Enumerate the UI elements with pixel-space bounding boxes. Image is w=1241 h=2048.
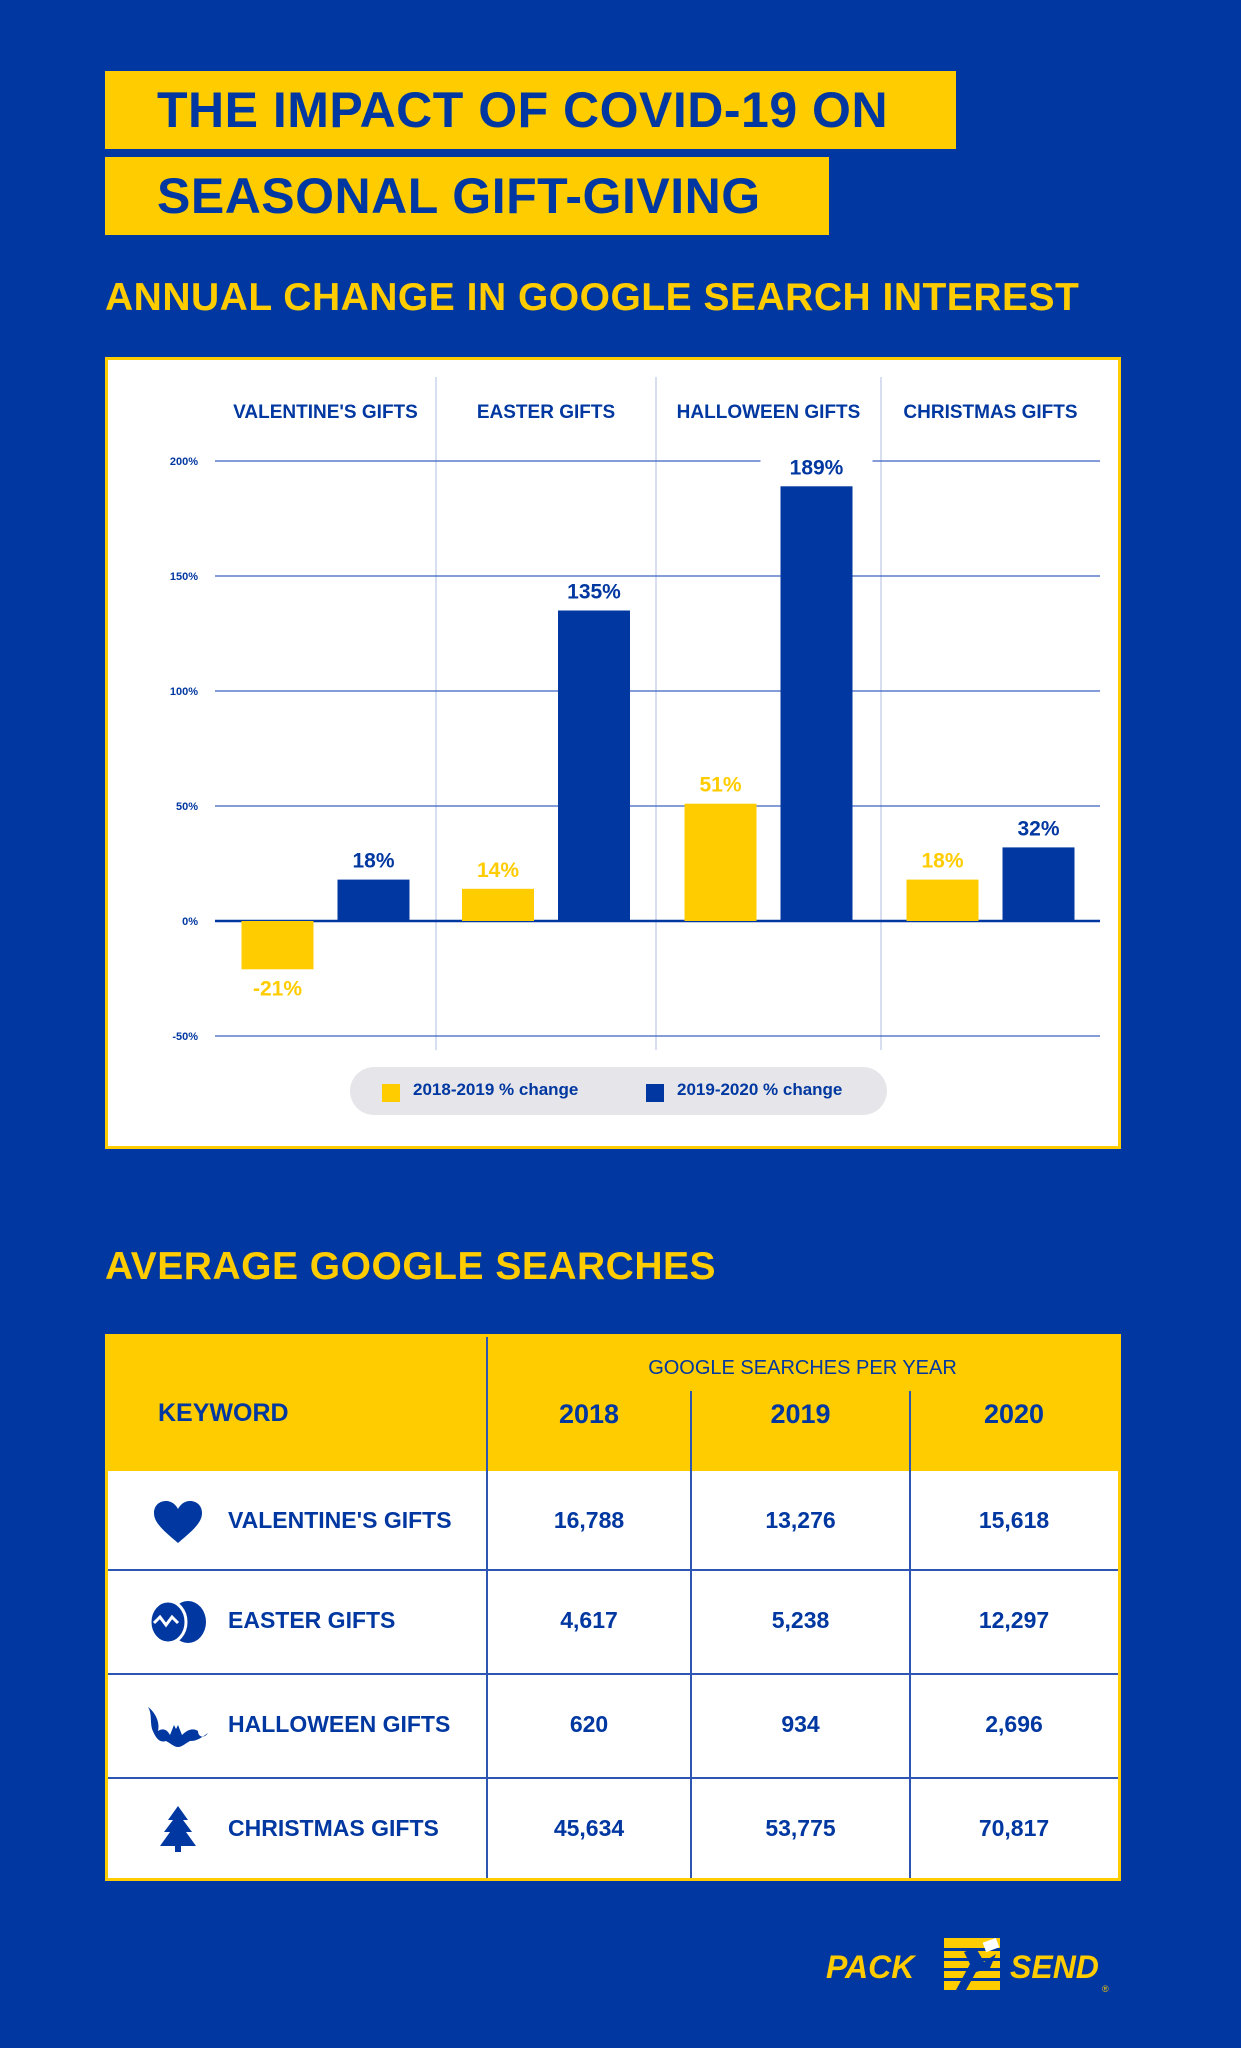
column-divider bbox=[690, 1391, 692, 1878]
row-keyword: CHRISTMAS GIFTS bbox=[228, 1815, 439, 1841]
legend-swatch-2018-2019 bbox=[382, 1084, 400, 1102]
table-row: CHRISTMAS GIFTS 45,634 53,775 70,817 bbox=[108, 1779, 1118, 1881]
y-tick-label: 0% bbox=[182, 916, 198, 928]
row-divider bbox=[108, 1777, 1118, 1779]
searches-per-year-header: GOOGLE SEARCHES PER YEAR bbox=[648, 1357, 957, 1379]
chart-heading: ANNUAL CHANGE IN GOOGLE SEARCH INTEREST bbox=[105, 276, 1080, 319]
year-header-2018: 2018 bbox=[558, 1399, 620, 1429]
cell-2020: 15,618 bbox=[978, 1507, 1050, 1533]
title-line-2: SEASONAL GIFT-GIVING bbox=[105, 157, 829, 235]
cell-2019: 53,775 bbox=[765, 1815, 836, 1841]
data-label: 189% bbox=[790, 456, 844, 479]
table-header: KEYWORD GOOGLE SEARCHES PER YEAR 2018 20… bbox=[108, 1337, 1118, 1471]
row-keyword: HALLOWEEN GIFTS bbox=[228, 1711, 451, 1737]
y-tick-label: -50% bbox=[172, 1031, 198, 1043]
data-label-background bbox=[760, 452, 873, 481]
christmas-tree-icon bbox=[160, 1806, 196, 1852]
searches-table: KEYWORD GOOGLE SEARCHES PER YEAR 2018 20… bbox=[105, 1334, 1121, 1881]
bar bbox=[558, 610, 630, 921]
data-label: 18% bbox=[921, 850, 963, 873]
table-heading: AVERAGE GOOGLE SEARCHES bbox=[105, 1245, 717, 1288]
category-label: HALLOWEEN GIFTS bbox=[677, 402, 861, 423]
cell-2019: 934 bbox=[781, 1711, 820, 1737]
legend-swatch-2019-2020 bbox=[646, 1084, 664, 1102]
logo-text-send: SEND bbox=[1010, 1949, 1099, 1985]
data-label: 51% bbox=[699, 774, 741, 797]
easter-eggs-icon bbox=[148, 1599, 206, 1645]
logo-registered-mark: ® bbox=[1102, 1984, 1109, 1994]
bar bbox=[241, 921, 314, 970]
table-row: EASTER GIFTS 4,617 5,238 12,297 bbox=[108, 1571, 1118, 1673]
bar-chart: 200% 150% 100% 50% 0% -50% VALENTINE'S GIFTS -2… bbox=[170, 377, 1100, 1050]
category-label: CHRISTMAS GIFTS bbox=[903, 402, 1077, 423]
category-label: EASTER GIFTS bbox=[477, 402, 615, 423]
data-label: -21% bbox=[253, 977, 302, 1000]
bat-icon bbox=[148, 1707, 208, 1747]
year-header-2020: 2020 bbox=[983, 1399, 1045, 1429]
cell-2019: 5,238 bbox=[771, 1607, 830, 1633]
bar bbox=[337, 879, 410, 921]
bar bbox=[684, 803, 757, 921]
year-header-2019: 2019 bbox=[770, 1399, 831, 1429]
bar bbox=[780, 486, 853, 921]
table-row: HALLOWEEN GIFTS 620 934 2,696 bbox=[108, 1675, 1118, 1777]
category-label: VALENTINE'S GIFTS bbox=[233, 402, 418, 423]
logo-text-pack: PACK bbox=[826, 1949, 917, 1985]
y-tick-label: 150% bbox=[170, 571, 198, 583]
cell-2020: 12,297 bbox=[978, 1607, 1050, 1633]
cell-2020: 2,696 bbox=[985, 1711, 1043, 1737]
row-divider bbox=[108, 1673, 1118, 1675]
row-keyword: VALENTINE'S GIFTS bbox=[228, 1507, 452, 1533]
column-divider bbox=[909, 1391, 911, 1878]
bar bbox=[462, 888, 534, 921]
y-tick-label: 100% bbox=[170, 686, 198, 698]
data-label: 32% bbox=[1017, 817, 1059, 840]
cell-2019: 13,276 bbox=[765, 1507, 836, 1533]
row-keyword: EASTER GIFTS bbox=[228, 1607, 396, 1633]
bar bbox=[906, 879, 979, 921]
data-label: 135% bbox=[567, 581, 621, 604]
chart-panel: 200% 150% 100% 50% 0% -50% VALENTINE'S GIFTS -2… bbox=[105, 357, 1121, 1149]
column-divider bbox=[486, 1337, 488, 1878]
row-divider bbox=[108, 1569, 1118, 1571]
cell-2018: 4,617 bbox=[560, 1607, 618, 1633]
bar bbox=[1002, 847, 1075, 921]
keyword-column-header: KEYWORD bbox=[158, 1399, 289, 1427]
pack-and-send-logo: PACK SEND ® bbox=[826, 1937, 1109, 1994]
y-tick-label: 50% bbox=[176, 801, 198, 813]
cell-2018: 620 bbox=[569, 1711, 609, 1737]
table-row: VALENTINE'S GIFTS 16,788 13,276 15,618 bbox=[108, 1471, 1118, 1573]
legend-label-2019-2020: 2019-2020 % change bbox=[677, 1080, 843, 1099]
y-tick-label: 200% bbox=[170, 456, 198, 468]
logo-mark-icon bbox=[944, 1937, 1000, 1990]
heart-icon bbox=[154, 1501, 202, 1543]
chart-legend: 2018-2019 % change 2019-2020 % change bbox=[350, 1067, 887, 1115]
cell-2018: 45,634 bbox=[553, 1815, 625, 1841]
data-label: 18% bbox=[352, 850, 394, 873]
cell-2020: 70,817 bbox=[978, 1815, 1050, 1841]
title-line-1: THE IMPACT OF COVID-19 ON bbox=[105, 71, 956, 149]
legend-label-2018-2019: 2018-2019 % change bbox=[413, 1080, 579, 1099]
data-label: 14% bbox=[477, 859, 519, 882]
cell-2018: 16,788 bbox=[553, 1507, 625, 1533]
